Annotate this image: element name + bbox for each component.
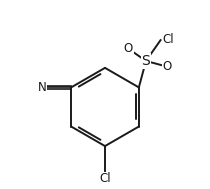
Text: S: S: [142, 54, 150, 68]
Text: O: O: [124, 42, 133, 55]
Text: Cl: Cl: [99, 173, 111, 185]
Text: Cl: Cl: [163, 33, 174, 46]
Text: N: N: [38, 81, 47, 94]
Text: N: N: [36, 81, 45, 94]
Text: O: O: [162, 60, 171, 73]
